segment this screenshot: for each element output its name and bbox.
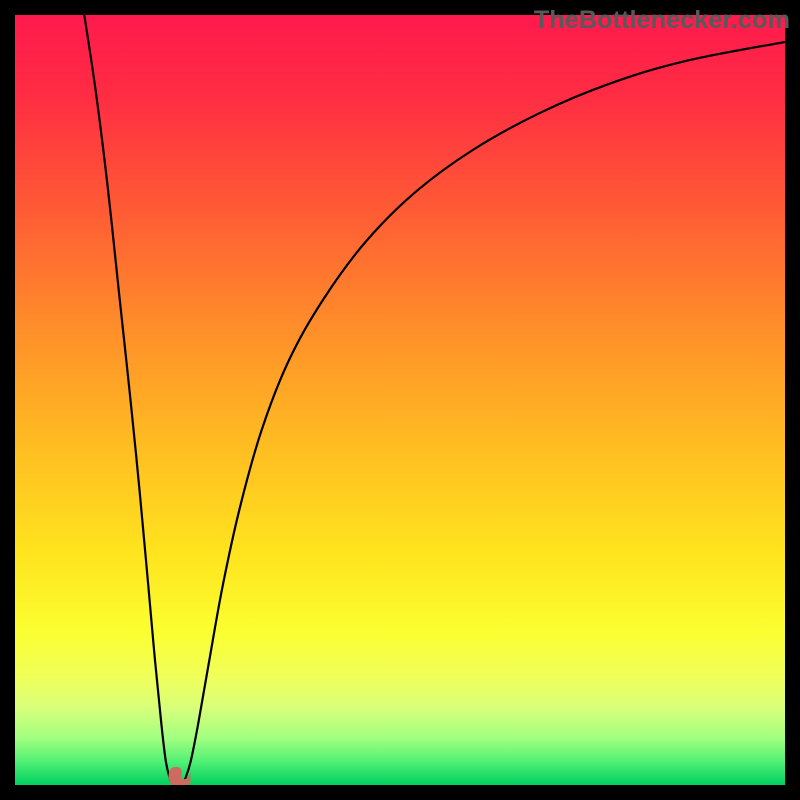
chart-container: TheBottlenecker.com (0, 0, 800, 800)
watermark-text: TheBottlenecker.com (534, 6, 790, 35)
bottleneck-chart (0, 0, 800, 800)
